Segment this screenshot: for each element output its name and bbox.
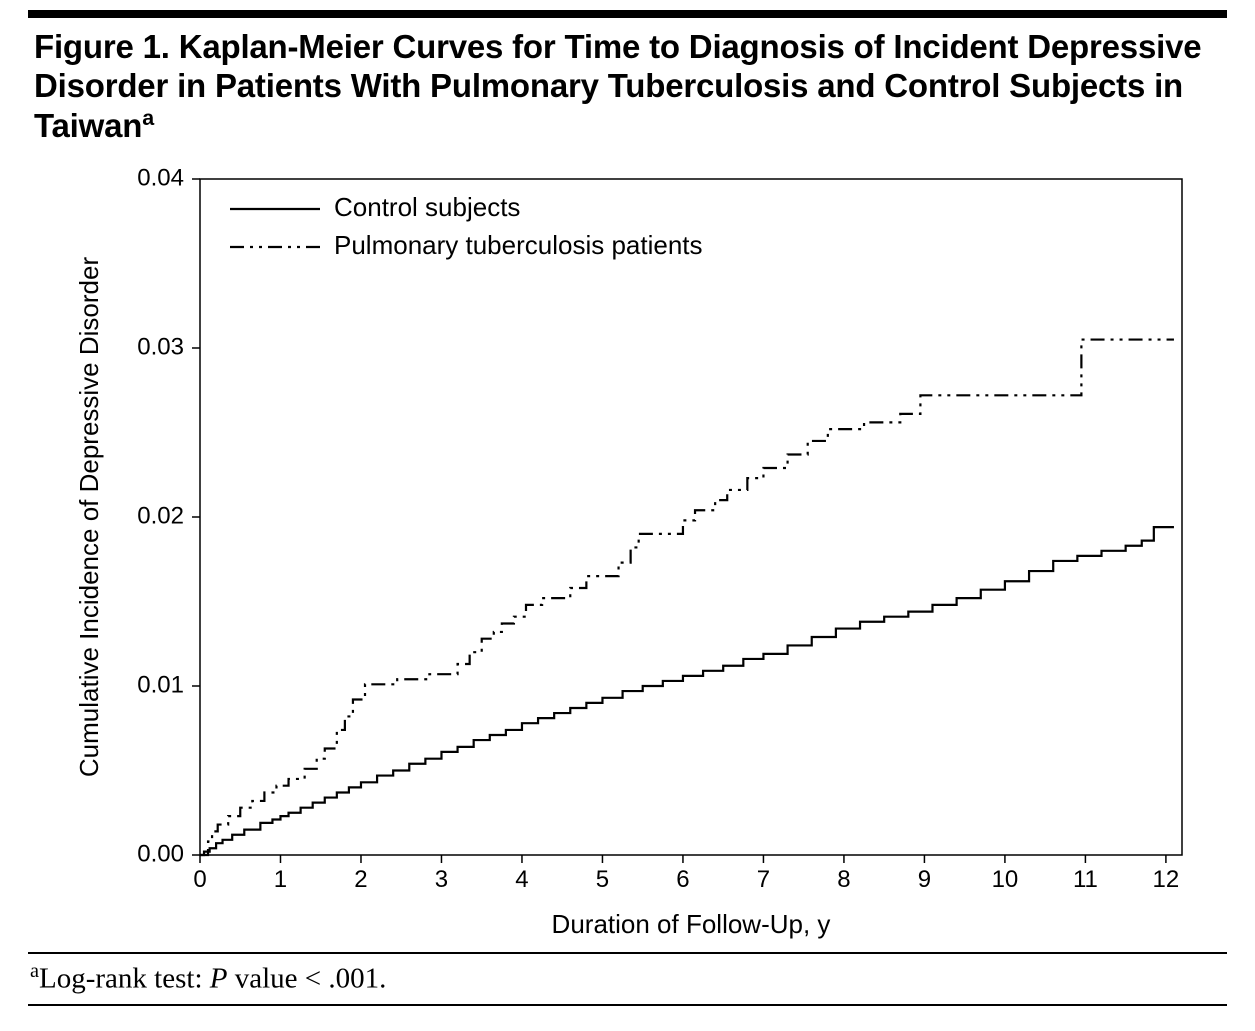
svg-text:Pulmonary tuberculosis patient: Pulmonary tuberculosis patients	[334, 230, 703, 260]
svg-text:1: 1	[274, 866, 287, 893]
svg-text:0.00: 0.00	[137, 840, 184, 867]
figure-title: Figure 1. Kaplan-Meier Curves for Time t…	[34, 28, 1215, 146]
footnote-before-p: Log-rank test:	[39, 963, 210, 995]
svg-text:7: 7	[757, 866, 770, 893]
svg-text:0.01: 0.01	[137, 671, 184, 698]
svg-text:3: 3	[435, 866, 448, 893]
svg-text:11: 11	[1073, 866, 1098, 893]
svg-text:2: 2	[354, 866, 367, 893]
svg-text:5: 5	[596, 866, 609, 893]
svg-text:Duration of Follow-Up, y: Duration of Follow-Up, y	[552, 909, 831, 939]
figure-title-text: Figure 1. Kaplan-Meier Curves for Time t…	[34, 28, 1201, 144]
mid-rule	[28, 952, 1227, 954]
svg-text:8: 8	[837, 866, 850, 893]
svg-text:6: 6	[676, 866, 689, 893]
svg-text:10: 10	[992, 866, 1019, 893]
bottom-rule	[28, 1004, 1227, 1006]
svg-text:4: 4	[515, 866, 528, 893]
svg-text:0.03: 0.03	[137, 333, 184, 360]
svg-text:12: 12	[1153, 866, 1180, 893]
figure-container: Figure 1. Kaplan-Meier Curves for Time t…	[0, 0, 1255, 1031]
km-chart: 0.000.010.020.030.040123456789101112Dura…	[60, 165, 1200, 945]
svg-text:Control subjects: Control subjects	[334, 192, 520, 222]
figure-footnote: aLog-rank test: P value < .001.	[30, 960, 386, 996]
footnote-p: P	[210, 963, 228, 995]
svg-text:9: 9	[918, 866, 931, 893]
footnote-after-p: value < .001.	[227, 963, 386, 995]
svg-text:0.02: 0.02	[137, 502, 184, 529]
figure-title-sup: a	[142, 106, 154, 130]
top-rule	[28, 10, 1227, 18]
svg-text:0: 0	[193, 866, 206, 893]
km-chart-svg: 0.000.010.020.030.040123456789101112Dura…	[60, 165, 1200, 945]
svg-text:0.04: 0.04	[137, 165, 184, 191]
svg-text:Cumulative Incidence of Depres: Cumulative Incidence of Depressive Disor…	[74, 257, 104, 778]
footnote-sup: a	[30, 960, 39, 982]
